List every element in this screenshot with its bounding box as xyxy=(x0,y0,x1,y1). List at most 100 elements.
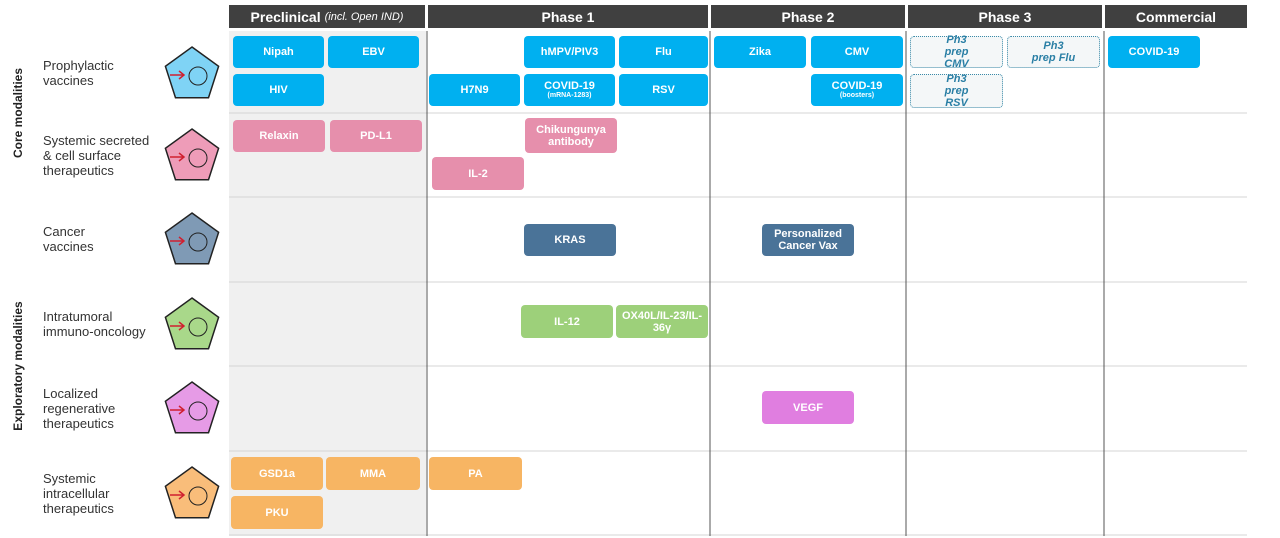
program-box: H7N9 xyxy=(429,74,520,106)
icon-arrow xyxy=(170,490,186,500)
row-label-line: Prophylactic xyxy=(43,58,114,73)
modality-icon xyxy=(164,297,220,350)
icon-arrow xyxy=(170,152,186,162)
program-box: COVID-19 (mRNA-1283) xyxy=(524,74,615,106)
icon-glyph xyxy=(188,317,208,337)
program-box: COVID-19 (boosters) xyxy=(811,74,903,106)
modality-icon xyxy=(164,46,220,99)
program-name: OX40L/IL-23/IL-36γ xyxy=(621,309,703,334)
program-name: COVID-19 xyxy=(1128,46,1180,58)
column-lines xyxy=(426,31,1105,536)
program-name: GSD1a xyxy=(258,467,296,480)
program-name: PA xyxy=(468,467,483,480)
program-name: Ph3 prep Flu xyxy=(1031,40,1076,64)
program-name: MMA xyxy=(359,467,387,480)
icon-glyph xyxy=(188,232,208,252)
icon-glyph xyxy=(188,486,208,506)
program-name: Nipah xyxy=(263,46,294,58)
icon-arrow xyxy=(170,70,186,80)
row-label-line: regenerative xyxy=(43,400,116,416)
program-box: Ph3 prep Flu xyxy=(1007,36,1100,68)
row-label: Intratumoral immuno-oncology xyxy=(43,309,146,339)
program-box: hMPV/PIV3 xyxy=(524,36,615,68)
program-box: CMV xyxy=(811,36,903,68)
program-box: RSV xyxy=(619,74,708,106)
program-box: MMA xyxy=(326,457,420,490)
program-name: Ph3 prep RSV xyxy=(944,73,969,109)
program-box: Relaxin xyxy=(233,120,325,152)
modality-icon xyxy=(164,128,220,181)
row-label-line: therapeutics xyxy=(43,500,114,516)
program-name: Zika xyxy=(748,46,771,58)
row-label-line: therapeutics xyxy=(43,415,114,431)
program-box: Ph3 prep RSV xyxy=(910,73,1003,109)
program-box: HIV xyxy=(233,74,324,106)
program-name: PKU xyxy=(265,506,289,519)
program-name: KRAS xyxy=(554,234,586,246)
program-box: EBV xyxy=(328,36,419,68)
program-box: Zika xyxy=(714,36,806,68)
program-box: Nipah xyxy=(233,36,324,68)
program-sub: (boosters) xyxy=(839,92,875,99)
program-box: GSD1a xyxy=(231,457,323,490)
row-label: Systemic intracellular therapeutics xyxy=(43,471,114,516)
row-label-line: vaccines xyxy=(43,239,94,254)
modality-icon xyxy=(164,212,220,265)
program-box: PA xyxy=(429,457,522,490)
program-name: PD-L1 xyxy=(360,130,392,142)
icons xyxy=(164,46,220,519)
column-name: Phase 2 xyxy=(781,8,835,25)
program-name: COVID-19 xyxy=(831,80,883,92)
row-label-line: Systemic xyxy=(43,470,96,486)
program-name: H7N9 xyxy=(460,84,489,96)
program-box: Ph3 prep CMV xyxy=(910,34,1003,70)
row-label-line: therapeutics xyxy=(43,162,114,178)
row-label-line: Intratumoral xyxy=(43,309,113,324)
row-label-line: immuno-oncology xyxy=(43,324,146,339)
row-lines xyxy=(229,112,1247,536)
column-name: Phase 3 xyxy=(978,8,1032,25)
program-box: Personalized Cancer Vax xyxy=(762,224,854,256)
row-label-line: Cancer xyxy=(43,224,85,239)
program-name: Personalized Cancer Vax xyxy=(774,228,842,252)
program-name: CMV xyxy=(844,46,870,58)
program-name: Relaxin xyxy=(259,130,299,142)
column-header: Phase 3 xyxy=(908,5,1102,28)
program-name: EBV xyxy=(362,46,385,58)
program-box: Flu xyxy=(619,36,708,68)
column-header: Phase 2 xyxy=(711,5,905,28)
icon-arrow xyxy=(170,321,186,331)
program-box: PD-L1 xyxy=(330,120,422,152)
row-label: Localized regenerative therapeutics xyxy=(43,386,115,431)
row-label: Systemic secreted & cell surface therapeut… xyxy=(43,133,149,178)
row-label: Prophylactic vaccines xyxy=(43,58,114,88)
icon-glyph xyxy=(188,66,208,86)
column-name: Commercial xyxy=(1135,8,1217,25)
column-note: (incl. Open IND) xyxy=(324,10,404,23)
program-box: IL-12 xyxy=(521,305,613,338)
program-box: COVID-19 xyxy=(1108,36,1200,68)
row-label-line: Localized xyxy=(43,385,98,401)
program-box: OX40L/IL-23/IL-36γ xyxy=(616,305,708,338)
row-label: Cancer vaccines xyxy=(43,224,94,254)
row-label-line: intracellular xyxy=(43,485,110,501)
modality-icon xyxy=(164,466,220,519)
modality-icon xyxy=(164,381,220,434)
column-header: Preclinical (incl. Open IND) xyxy=(229,5,425,28)
preclinical-bg xyxy=(229,31,426,536)
program-box: IL-2 xyxy=(432,157,524,190)
icon-arrow xyxy=(170,405,186,415)
row-label-line: vaccines xyxy=(43,73,94,88)
program-name: COVID-19 xyxy=(544,80,595,92)
column-name: Preclinical xyxy=(250,8,321,25)
row-label-line: Systemic secreted xyxy=(43,132,150,148)
program-box: PKU xyxy=(231,496,323,529)
program-box: VEGF xyxy=(762,391,854,424)
program-name: HIV xyxy=(269,84,288,96)
program-name: Ph3 prep CMV xyxy=(944,34,969,70)
column-header: Commercial xyxy=(1105,5,1247,28)
program-name: Chikungunya antibody xyxy=(536,123,606,148)
program-name: Flu xyxy=(655,46,672,58)
